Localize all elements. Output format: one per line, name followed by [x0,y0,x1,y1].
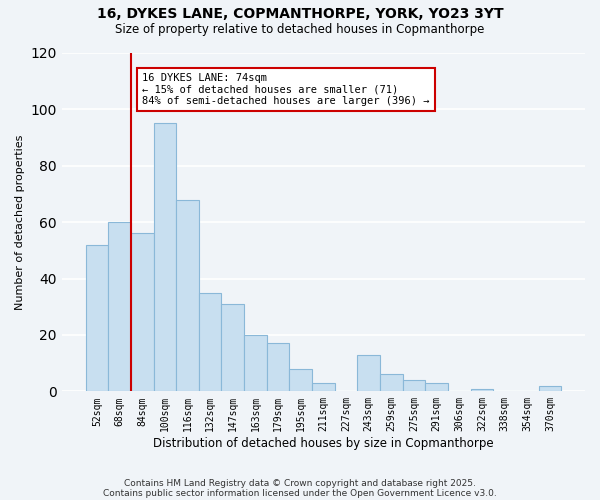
Bar [539,386,561,392]
Bar [199,292,221,392]
Bar [358,354,380,392]
Bar [312,383,335,392]
Bar [176,200,199,392]
Y-axis label: Number of detached properties: Number of detached properties [15,134,25,310]
Bar [289,369,312,392]
Text: Contains public sector information licensed under the Open Government Licence v3: Contains public sector information licen… [103,488,497,498]
Bar [86,244,108,392]
Bar [267,344,289,392]
Bar [380,374,403,392]
Bar [470,388,493,392]
Text: Size of property relative to detached houses in Copmanthorpe: Size of property relative to detached ho… [115,22,485,36]
Bar [244,335,267,392]
Bar [425,383,448,392]
Text: Contains HM Land Registry data © Crown copyright and database right 2025.: Contains HM Land Registry data © Crown c… [124,478,476,488]
X-axis label: Distribution of detached houses by size in Copmanthorpe: Distribution of detached houses by size … [153,437,494,450]
Bar [154,124,176,392]
Text: 16 DYKES LANE: 74sqm
← 15% of detached houses are smaller (71)
84% of semi-detac: 16 DYKES LANE: 74sqm ← 15% of detached h… [142,72,430,106]
Bar [221,304,244,392]
Text: 16, DYKES LANE, COPMANTHORPE, YORK, YO23 3YT: 16, DYKES LANE, COPMANTHORPE, YORK, YO23… [97,8,503,22]
Bar [403,380,425,392]
Bar [131,234,154,392]
Bar [108,222,131,392]
